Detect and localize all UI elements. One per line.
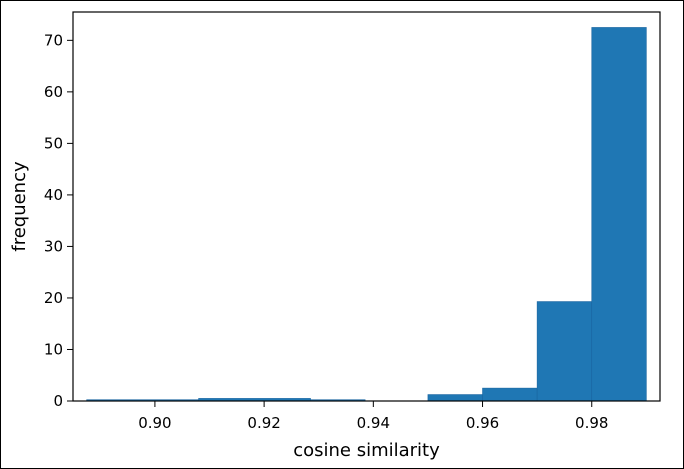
x-tick-label: 0.98 <box>575 414 608 432</box>
histogram-bar <box>536 301 593 402</box>
x-tick-label: 0.90 <box>138 414 171 432</box>
y-tick-label: 70 <box>44 31 63 49</box>
histogram-bar <box>591 27 647 402</box>
x-tick-label: 0.94 <box>357 414 390 432</box>
plot-area-border <box>72 11 661 402</box>
x-tick-label: 0.92 <box>247 414 280 432</box>
histogram-bar <box>482 387 538 402</box>
y-tick-label: 60 <box>44 83 63 101</box>
y-tick-label: 50 <box>44 134 63 152</box>
x-axis-ticks: 0.90 0.92 0.94 0.96 0.98 <box>138 401 608 432</box>
x-tick-label: 0.96 <box>466 414 499 432</box>
histogram-bars <box>86 27 647 402</box>
y-tick-label: 10 <box>44 340 63 358</box>
x-axis-label: cosine similarity <box>293 440 440 461</box>
y-tick-label: 30 <box>44 237 63 255</box>
y-tick-label: 0 <box>53 392 63 410</box>
y-axis-ticks: 0 10 20 30 40 50 60 70 <box>44 31 73 410</box>
y-tick-label: 40 <box>44 186 63 204</box>
histogram-bar <box>427 394 483 402</box>
y-tick-label: 20 <box>44 289 63 307</box>
y-axis-label: frequency <box>9 161 30 252</box>
